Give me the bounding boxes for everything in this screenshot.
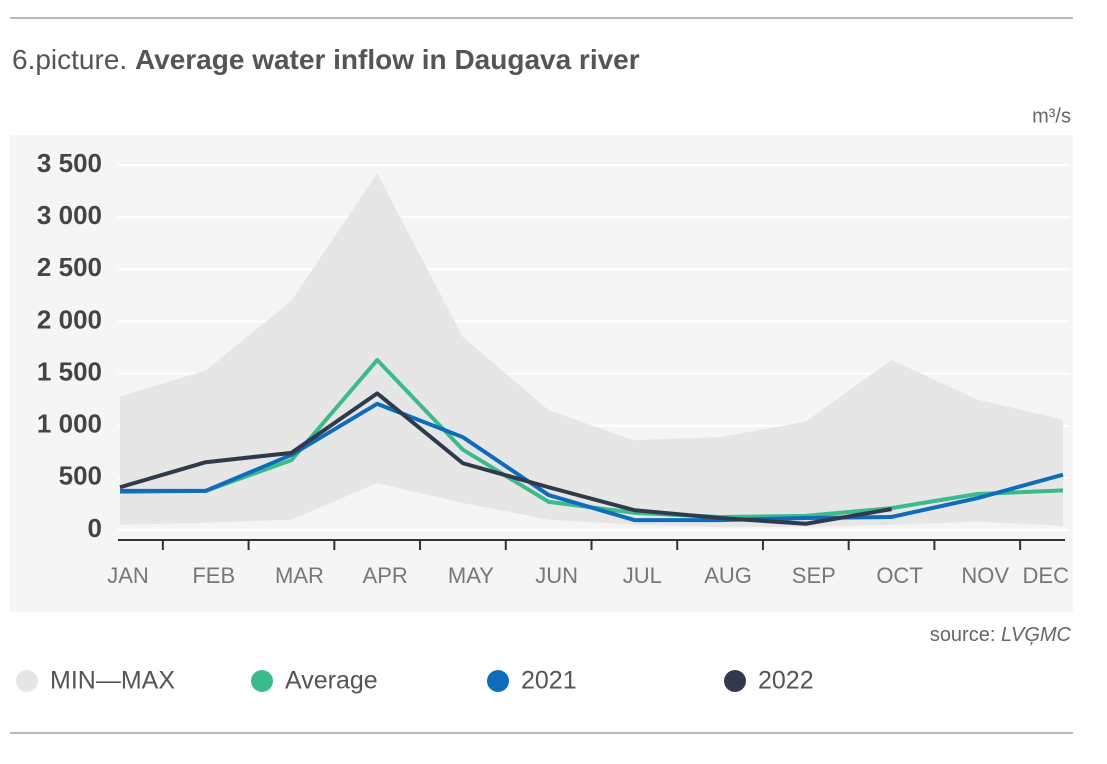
y-tick-label: 500: [59, 461, 102, 491]
series-line: [120, 401, 1064, 523]
x-tick-label: JAN: [107, 563, 149, 588]
y-tick-label: 1 500: [37, 356, 102, 386]
y-tick-label: 2 500: [37, 252, 102, 282]
x-tick-label: MAR: [275, 563, 324, 588]
legend-swatch: [724, 670, 746, 692]
source-name: LVĢMC: [1001, 624, 1072, 646]
source-label: source:: [930, 624, 996, 646]
source-note: source: LVĢMC: [930, 624, 1072, 646]
x-tick-label: JUL: [623, 563, 662, 588]
min-max-band: [120, 173, 1063, 527]
legend-swatch: [251, 670, 273, 692]
x-tick-label: DEC: [1023, 563, 1070, 588]
x-tick-label: JUN: [535, 563, 578, 588]
x-tick-label: MAY: [448, 563, 494, 588]
legend-swatch: [16, 670, 38, 692]
y-tick-label: 3 000: [37, 200, 102, 230]
y-tick-label: 1 000: [37, 409, 102, 439]
x-tick-label: APR: [363, 563, 408, 588]
x-tick-label: NOV: [961, 563, 1009, 588]
unit-label: m³/s: [1032, 105, 1071, 127]
legend-swatch: [487, 670, 509, 692]
y-tick-label: 2 000: [37, 304, 102, 334]
x-tick-label: SEP: [792, 563, 836, 588]
series-line: [119, 391, 892, 526]
y-tick-label: 0: [88, 513, 102, 543]
x-tick-label: AUG: [704, 563, 752, 588]
chart-title: Average water inflow in Daugava river: [135, 44, 640, 75]
legend-label: 2022: [758, 667, 814, 695]
legend-label: Average: [285, 667, 378, 695]
legend-label: 2021: [521, 667, 577, 695]
x-tick-label: OCT: [876, 563, 922, 588]
chart-heading: 6.picture. Average water inflow in Dauga…: [12, 44, 640, 75]
figure-label: 6.picture.: [12, 44, 127, 75]
y-tick-label: 3 500: [37, 148, 102, 178]
x-tick-label: FEB: [192, 563, 235, 588]
legend-label: MIN—MAX: [50, 667, 175, 695]
